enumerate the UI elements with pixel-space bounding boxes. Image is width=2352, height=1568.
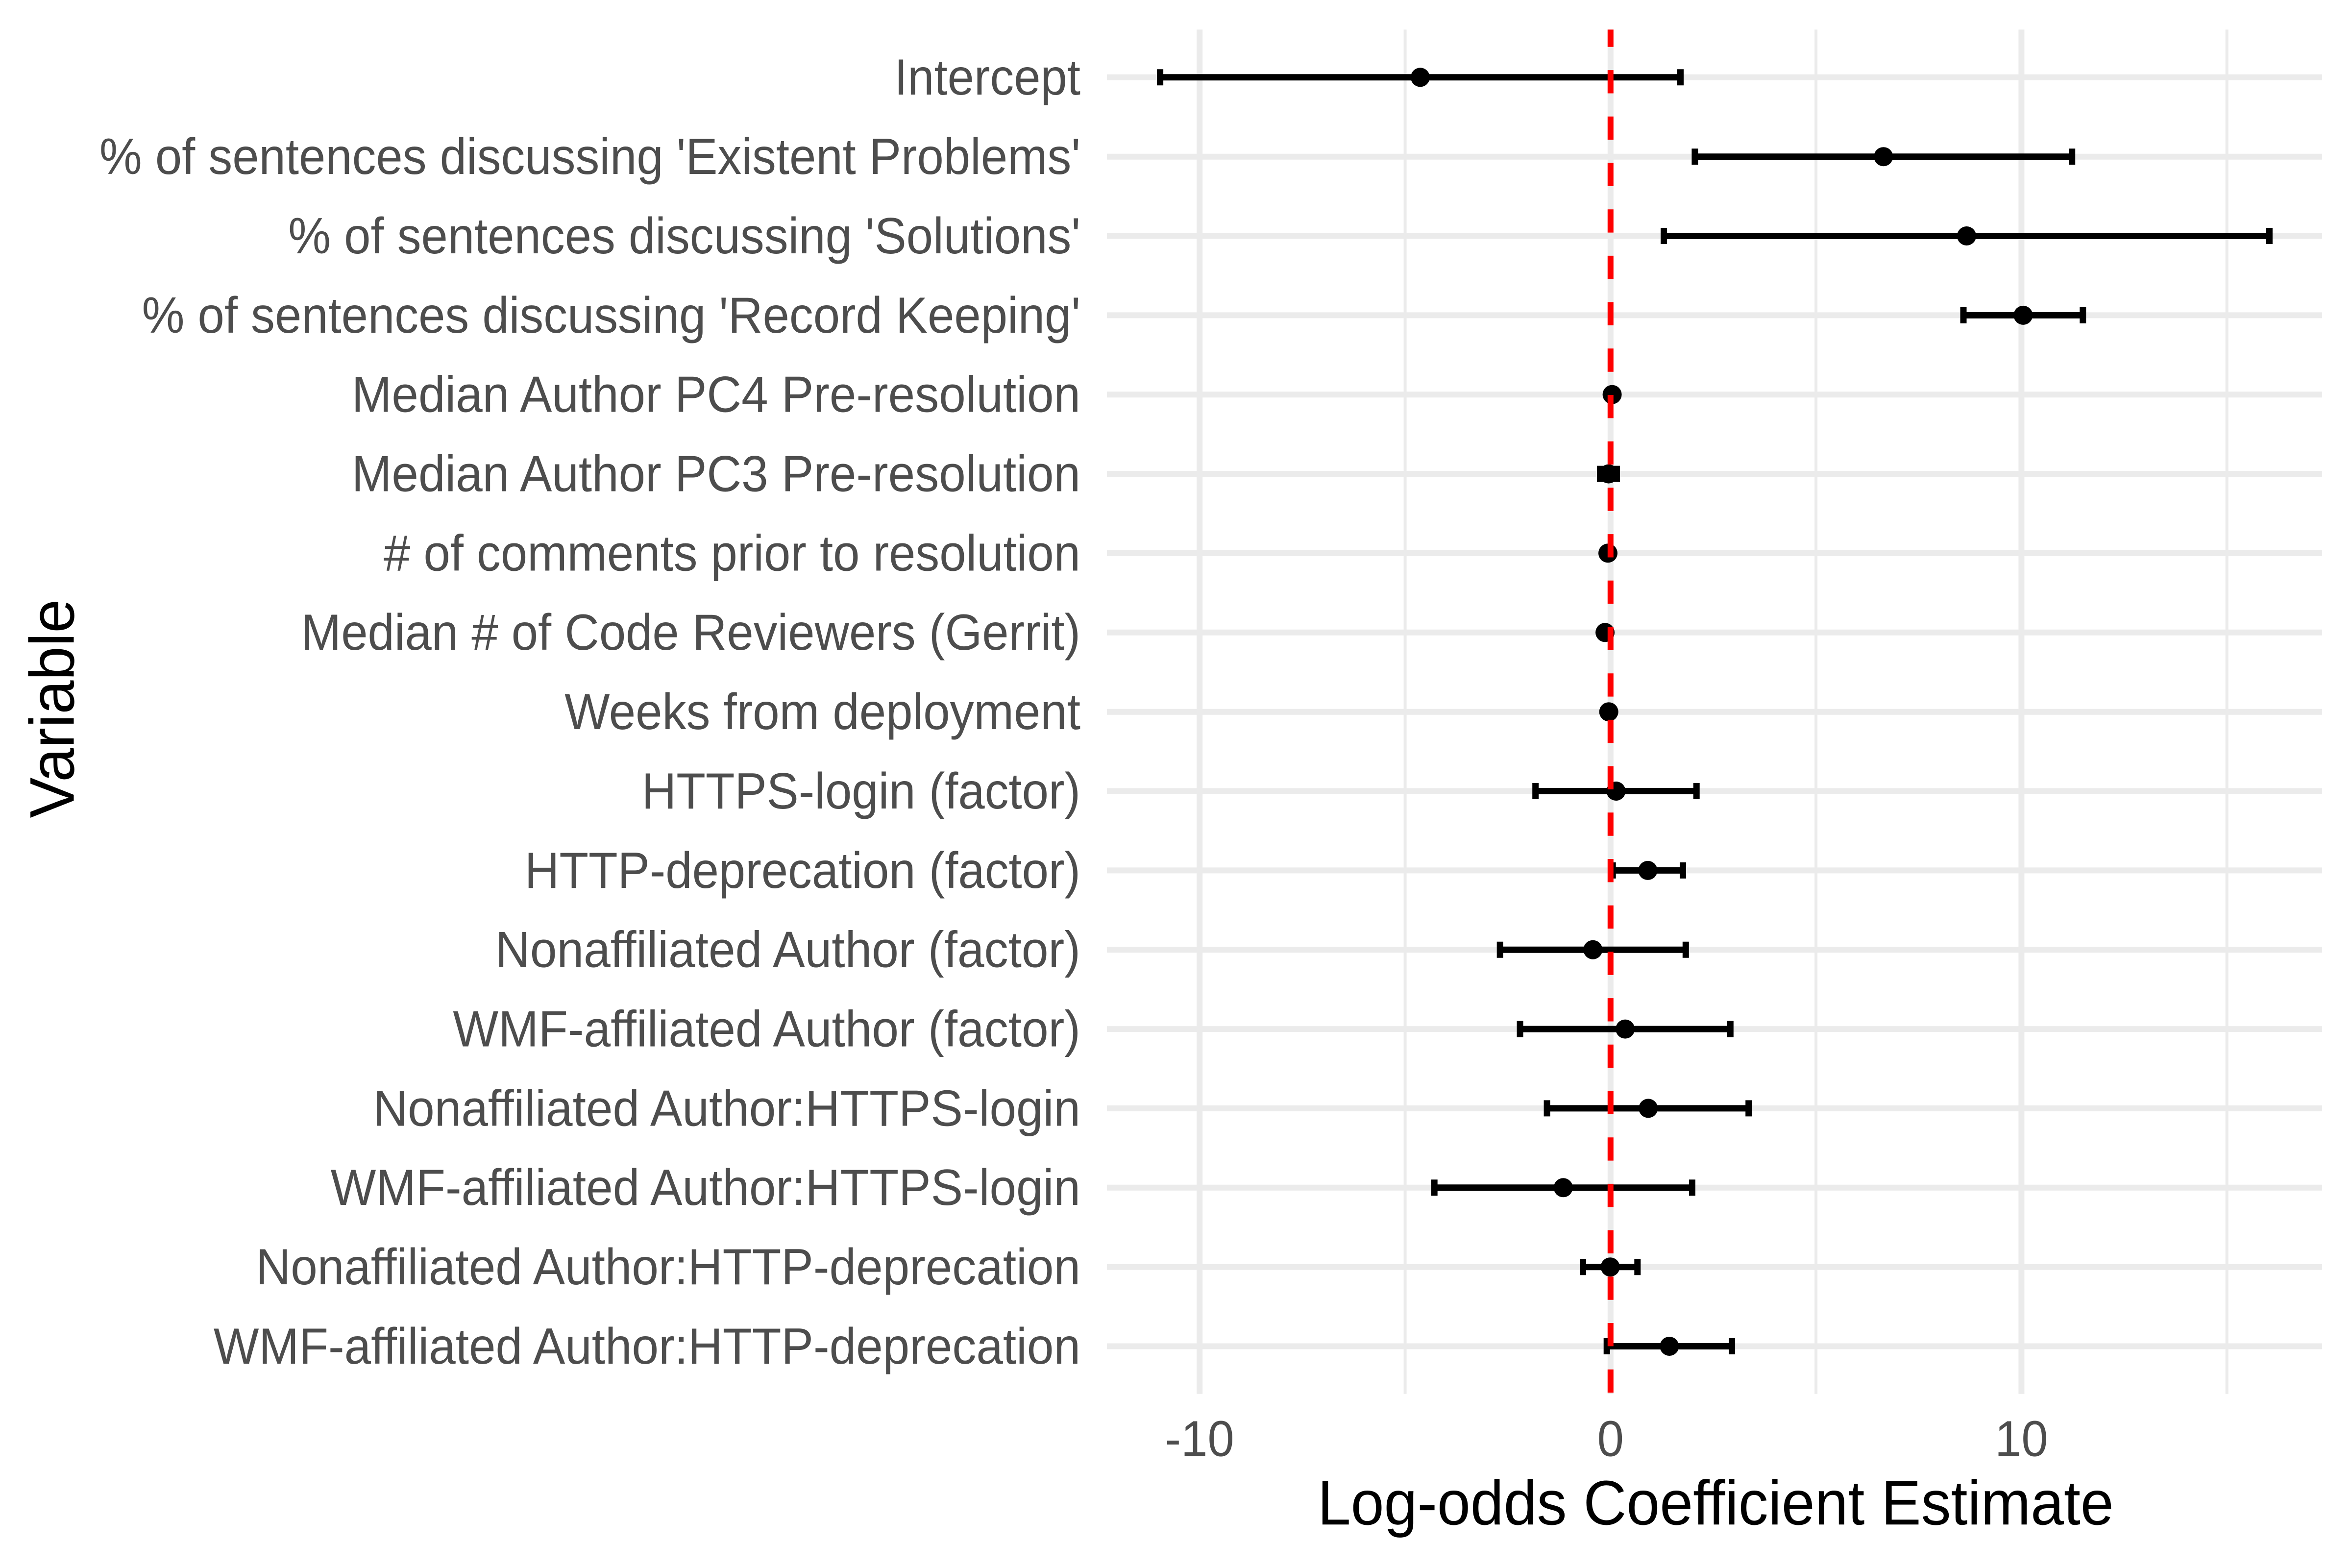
svg-text:% of sentences discussing 'Exi: % of sentences discussing 'Existent Prob… <box>99 128 1080 185</box>
svg-text:0: 0 <box>1597 1411 1624 1467</box>
svg-text:Nonaffiliated Author (factor): Nonaffiliated Author (factor) <box>495 922 1080 979</box>
svg-text:HTTP-deprecation (factor): HTTP-deprecation (factor) <box>525 842 1080 899</box>
svg-text:Median # of Code Reviewers (Ge: Median # of Code Reviewers (Gerrit) <box>301 604 1080 661</box>
svg-text:HTTPS-login (factor): HTTPS-login (factor) <box>642 763 1080 820</box>
svg-text:# of comments prior to resolut: # of comments prior to resolution <box>384 525 1080 582</box>
svg-text:Log-odds Coefficient Estimate: Log-odds Coefficient Estimate <box>1318 1468 2114 1538</box>
svg-text:WMF-affiliated Author:HTTPS-lo: WMF-affiliated Author:HTTPS-login <box>331 1159 1080 1216</box>
svg-text:WMF-affiliated Author (factor): WMF-affiliated Author (factor) <box>453 1001 1080 1058</box>
svg-text:-10: -10 <box>1165 1411 1234 1467</box>
svg-text:% of sentences discussing 'Rec: % of sentences discussing 'Record Keepin… <box>142 287 1080 344</box>
svg-text:WMF-affiliated Author:HTTP-dep: WMF-affiliated Author:HTTP-deprecation <box>214 1318 1080 1375</box>
svg-text:10: 10 <box>1995 1411 2048 1467</box>
svg-text:Nonaffiliated Author:HTTP-depr: Nonaffiliated Author:HTTP-deprecation <box>256 1239 1080 1296</box>
svg-text:Weeks from deployment: Weeks from deployment <box>564 684 1080 740</box>
svg-text:Nonaffiliated Author:HTTPS-log: Nonaffiliated Author:HTTPS-login <box>373 1080 1080 1137</box>
svg-text:Variable: Variable <box>18 599 88 818</box>
svg-text:Median Author PC3 Pre-resoluti: Median Author PC3 Pre-resolution <box>352 446 1080 503</box>
svg-text:Intercept: Intercept <box>894 49 1080 106</box>
svg-text:% of sentences discussing 'Sol: % of sentences discussing 'Solutions' <box>288 208 1080 265</box>
svg-text:Median Author PC4 Pre-resoluti: Median Author PC4 Pre-resolution <box>352 367 1080 423</box>
